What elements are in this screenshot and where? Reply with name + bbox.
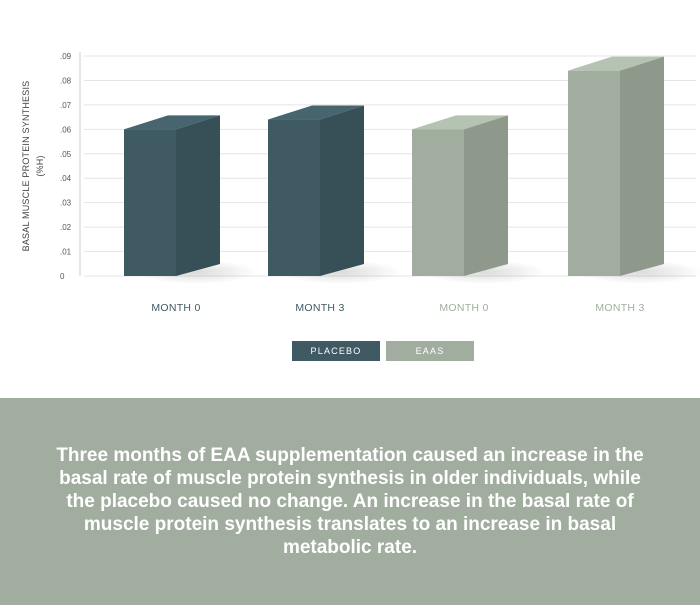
bar-1: [124, 115, 220, 276]
y-tick-label: .01: [60, 248, 72, 257]
bar-top-face: [412, 115, 508, 130]
y-tick-label: .08: [60, 76, 72, 85]
bar-front-face: [268, 119, 320, 276]
y-tick-label: .02: [60, 223, 72, 232]
bar-chart: 0 .01 .02 .03 .04 .05 .06 .07 .08 .09 MONTH 0 MONTH…: [21, 52, 700, 314]
x-category-label: MONTH 3: [295, 302, 344, 314]
y-tick-label: .07: [60, 101, 72, 110]
y-axis-label: BASAL MUSCLE PROTEIN SYNTHESIS: [21, 81, 31, 252]
bar-side-face: [176, 115, 220, 276]
bar-front-face: [412, 129, 464, 276]
caption-panel: Three months of EAA supplementation caus…: [0, 398, 700, 605]
y-tick-label: .04: [60, 174, 72, 183]
legend: PLACEBO EAAS: [0, 341, 700, 361]
y-tick-label: .05: [60, 150, 72, 159]
y-tick-label: .03: [60, 199, 72, 208]
chart-area: 0 .01 .02 .03 .04 .05 .06 .07 .08 .09 MONTH 0 MONTH…: [0, 52, 700, 361]
bar-side-face: [620, 56, 664, 276]
bar-top-face: [268, 105, 364, 120]
caption-text: Three months of EAA supplementation caus…: [56, 445, 644, 558]
x-category-label: MONTH 3: [595, 302, 644, 314]
y-tick-label: 0: [60, 272, 65, 281]
legend-item-eaas: EAAS: [386, 341, 474, 361]
x-category-label: MONTH 0: [439, 302, 488, 314]
bar-top-face: [568, 56, 664, 71]
bar-4: [568, 56, 664, 277]
x-category-label: MONTH 0: [151, 302, 200, 314]
bar-front-face: [124, 129, 176, 276]
bar-side-face: [320, 105, 364, 276]
y-tick-label: .09: [60, 52, 72, 61]
bar-top-face: [124, 115, 220, 130]
y-tick-label: .06: [60, 125, 72, 134]
bar-2: [268, 105, 364, 276]
bar-side-face: [464, 115, 508, 276]
y-axis-unit: (%H): [35, 155, 45, 176]
bar-front-face: [568, 70, 620, 277]
bar-3: [412, 115, 508, 276]
legend-item-placebo: PLACEBO: [292, 341, 380, 361]
